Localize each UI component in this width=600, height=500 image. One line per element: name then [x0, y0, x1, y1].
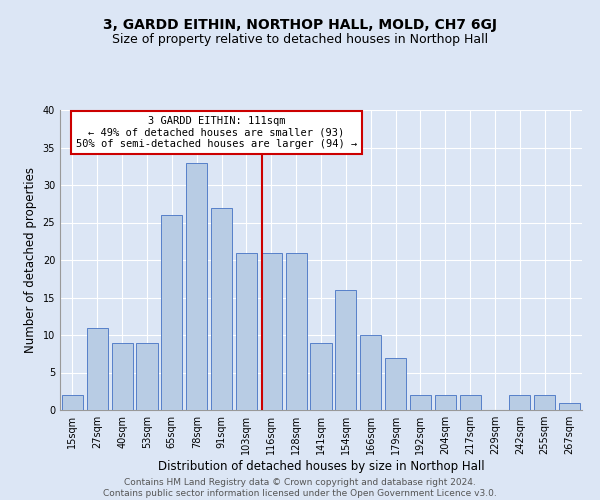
Bar [559, 402, 580, 410]
Text: Size of property relative to detached houses in Northop Hall: Size of property relative to detached ho… [112, 32, 488, 46]
Bar [161, 215, 182, 410]
Bar [211, 208, 232, 410]
Text: Contains HM Land Registry data © Crown copyright and database right 2024.
Contai: Contains HM Land Registry data © Crown c… [103, 478, 497, 498]
Bar [236, 252, 257, 410]
Text: 3 GARDD EITHIN: 111sqm
← 49% of detached houses are smaller (93)
50% of semi-det: 3 GARDD EITHIN: 111sqm ← 49% of detached… [76, 116, 357, 149]
Bar [534, 395, 555, 410]
X-axis label: Distribution of detached houses by size in Northop Hall: Distribution of detached houses by size … [158, 460, 484, 473]
Bar [112, 342, 133, 410]
Bar [261, 252, 282, 410]
Bar [87, 328, 108, 410]
Bar [435, 395, 456, 410]
Bar [136, 342, 158, 410]
Bar [410, 395, 431, 410]
Bar [286, 252, 307, 410]
Bar [385, 358, 406, 410]
Bar [310, 342, 332, 410]
Bar [360, 335, 381, 410]
Bar [186, 162, 207, 410]
Bar [62, 395, 83, 410]
Bar [335, 290, 356, 410]
Bar [460, 395, 481, 410]
Y-axis label: Number of detached properties: Number of detached properties [24, 167, 37, 353]
Text: 3, GARDD EITHIN, NORTHOP HALL, MOLD, CH7 6GJ: 3, GARDD EITHIN, NORTHOP HALL, MOLD, CH7… [103, 18, 497, 32]
Bar [509, 395, 530, 410]
